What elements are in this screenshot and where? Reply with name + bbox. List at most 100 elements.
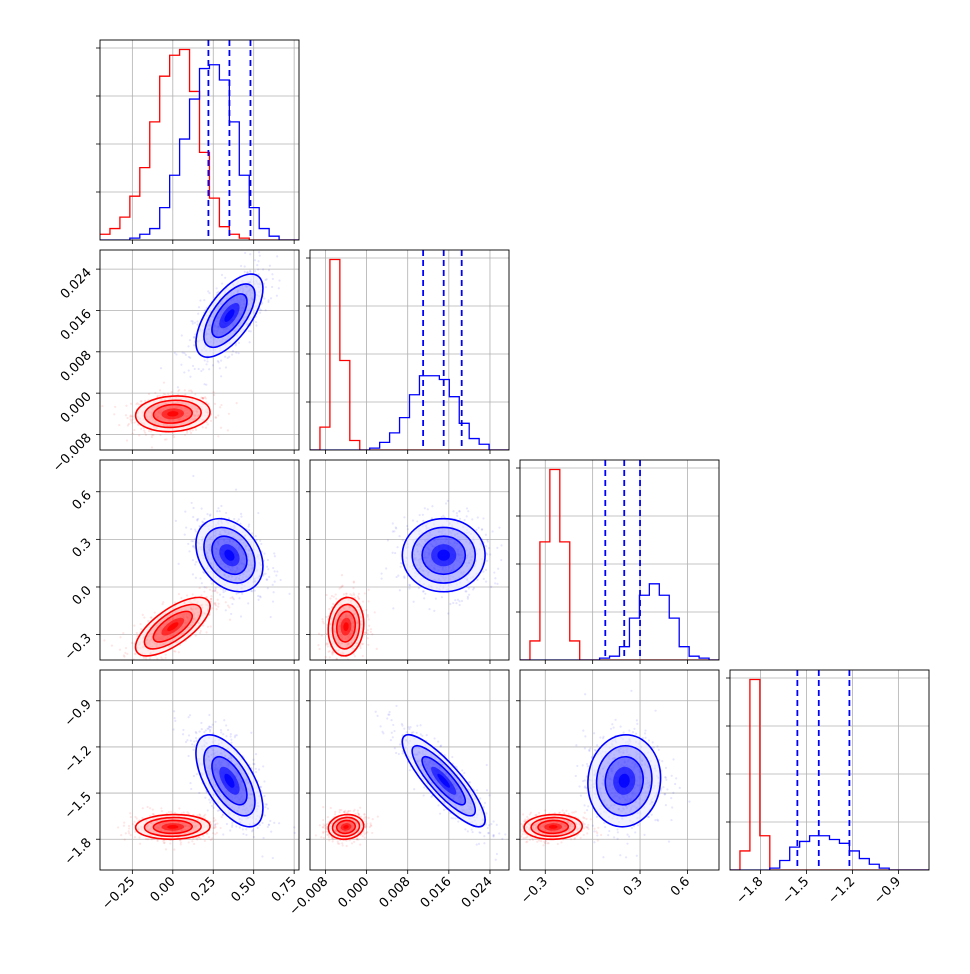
- scatter-point: [345, 593, 347, 595]
- scatter-point: [231, 596, 233, 598]
- panel-1-1: [306, 250, 509, 454]
- scatter-point: [180, 843, 182, 845]
- scatter-point: [202, 426, 204, 428]
- scatter-point: [183, 371, 185, 373]
- scatter-point: [266, 566, 268, 568]
- scatter-point: [159, 663, 161, 665]
- scatter-point: [447, 500, 449, 502]
- scatter-point: [181, 334, 183, 336]
- scatter-point: [130, 403, 132, 405]
- scatter-point: [325, 643, 327, 645]
- scatter-point: [123, 825, 125, 827]
- scatter-point: [154, 392, 156, 394]
- scatter-point: [449, 603, 451, 605]
- scatter-point: [138, 434, 140, 436]
- scatter-point: [274, 580, 276, 582]
- scatter-point: [352, 587, 354, 589]
- scatter-point: [192, 365, 194, 367]
- scatter-point: [133, 429, 135, 431]
- scatter-point: [138, 836, 140, 838]
- scatter-point: [178, 651, 180, 653]
- scatter-point: [357, 595, 359, 597]
- scatter-point: [333, 596, 335, 598]
- scatter-point: [231, 353, 233, 355]
- scatter-point: [353, 581, 355, 583]
- scatter-point: [177, 386, 179, 388]
- scatter-point: [376, 648, 378, 650]
- scatter-point: [255, 321, 257, 323]
- scatter-point: [272, 278, 274, 280]
- histogram-series-1: [310, 376, 509, 450]
- scatter-point: [186, 432, 188, 434]
- scatter-point: [224, 590, 226, 592]
- scatter-point: [492, 530, 494, 532]
- scatter-point: [332, 665, 334, 667]
- scatter-point: [216, 608, 218, 610]
- scatter-point: [334, 665, 336, 667]
- scatter-point: [280, 579, 282, 581]
- scatter-point: [198, 525, 200, 527]
- scatter-point: [152, 434, 154, 436]
- scatter-point: [123, 654, 125, 656]
- scatter-point: [225, 609, 227, 611]
- scatter-point: [235, 352, 237, 354]
- scatter-point: [220, 588, 222, 590]
- scatter-point: [207, 403, 209, 405]
- scatter-point: [123, 663, 125, 665]
- scatter-point: [329, 656, 331, 658]
- scatter-point: [412, 519, 414, 521]
- scatter-point: [269, 265, 271, 267]
- scatter-point: [213, 391, 215, 393]
- scatter-point: [424, 507, 426, 509]
- scatter-point: [293, 826, 295, 828]
- scatter-point: [351, 674, 353, 676]
- scatter-point: [147, 806, 149, 808]
- scatter-point: [257, 268, 259, 270]
- scatter-point: [193, 344, 195, 346]
- scatter-point: [335, 593, 337, 595]
- scatter-point: [220, 427, 222, 429]
- scatter-point: [191, 840, 193, 842]
- scatter-point: [288, 593, 290, 595]
- scatter-point: [370, 628, 372, 630]
- scatter-point: [422, 514, 424, 516]
- scatter-point: [249, 253, 251, 255]
- scatter-point: [129, 812, 131, 814]
- scatter-point: [185, 526, 187, 528]
- scatter-point: [160, 367, 162, 369]
- scatter-point: [203, 299, 205, 301]
- scatter-point: [125, 405, 127, 407]
- scatter-point: [124, 838, 126, 840]
- scatter-point: [190, 528, 192, 530]
- scatter-point: [203, 518, 205, 520]
- scatter-point: [105, 679, 107, 681]
- scatter-point: [276, 570, 278, 572]
- scatter-point: [392, 552, 394, 554]
- scatter-point: [254, 270, 256, 272]
- scatter-point: [192, 593, 194, 595]
- scatter-point: [156, 658, 158, 660]
- scatter-point: [136, 632, 138, 634]
- scatter-point: [111, 645, 113, 647]
- scatter-point: [215, 587, 217, 589]
- scatter-point: [200, 630, 202, 632]
- scatter-point: [220, 731, 222, 733]
- scatter-point: [175, 520, 177, 522]
- scatter-point: [204, 797, 206, 799]
- scatter-point: [331, 595, 333, 597]
- scatter-point: [184, 534, 186, 536]
- scatter-point: [126, 653, 128, 655]
- scatter-point: [248, 526, 250, 528]
- scatter-point: [265, 309, 267, 311]
- scatter-point: [368, 600, 370, 602]
- scatter-point: [245, 834, 247, 836]
- scatter-point: [120, 834, 122, 836]
- scatter-point: [211, 583, 213, 585]
- scatter-point: [194, 393, 196, 395]
- scatter-point: [162, 601, 164, 603]
- scatter-point: [318, 648, 320, 650]
- scatter-point: [202, 398, 204, 400]
- scatter-point: [456, 515, 458, 517]
- scatter-point: [169, 842, 171, 844]
- scatter-point: [219, 406, 221, 408]
